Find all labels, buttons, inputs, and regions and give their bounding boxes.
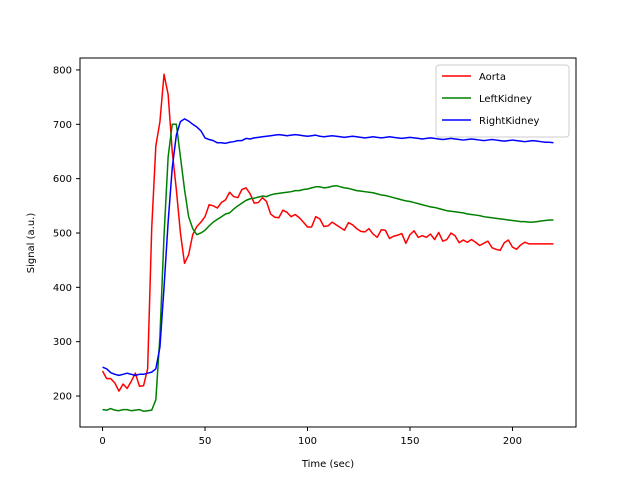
y-axis-title: Signal (a.u.) xyxy=(26,213,37,274)
legend: Aorta LeftKidney RightKidney xyxy=(435,64,570,138)
series-line-rightkidney xyxy=(102,118,554,377)
y-axis: 200 300 400 500 600 700 800 xyxy=(53,65,80,403)
legend-label-rightkidney: RightKidney xyxy=(479,116,540,127)
y-tick-label: 800 xyxy=(53,65,72,76)
x-tick-label: 0 xyxy=(99,436,105,447)
y-tick-label: 600 xyxy=(53,174,72,185)
x-axis: 0 50 100 150 200 xyxy=(99,427,522,447)
y-tick-label: 300 xyxy=(53,337,72,348)
y-tick-label: 700 xyxy=(53,120,72,131)
x-tick-label: 50 xyxy=(199,436,212,447)
series-layer xyxy=(101,73,554,412)
x-axis-title: Time (sec) xyxy=(301,459,354,470)
plot-frame xyxy=(79,57,577,428)
legend-label-aorta: Aorta xyxy=(479,72,506,83)
x-tick-label: 200 xyxy=(503,436,522,447)
x-tick-label: 100 xyxy=(298,436,317,447)
legend-label-leftkidney: LeftKidney xyxy=(479,94,532,105)
y-tick-label: 400 xyxy=(53,283,72,294)
y-tick-label: 200 xyxy=(53,392,72,403)
y-tick-label: 500 xyxy=(53,228,72,239)
x-tick-label: 150 xyxy=(400,436,419,447)
legend-box xyxy=(435,64,570,138)
series-line-leftkidney xyxy=(102,123,554,412)
series-line-aorta xyxy=(101,73,554,392)
